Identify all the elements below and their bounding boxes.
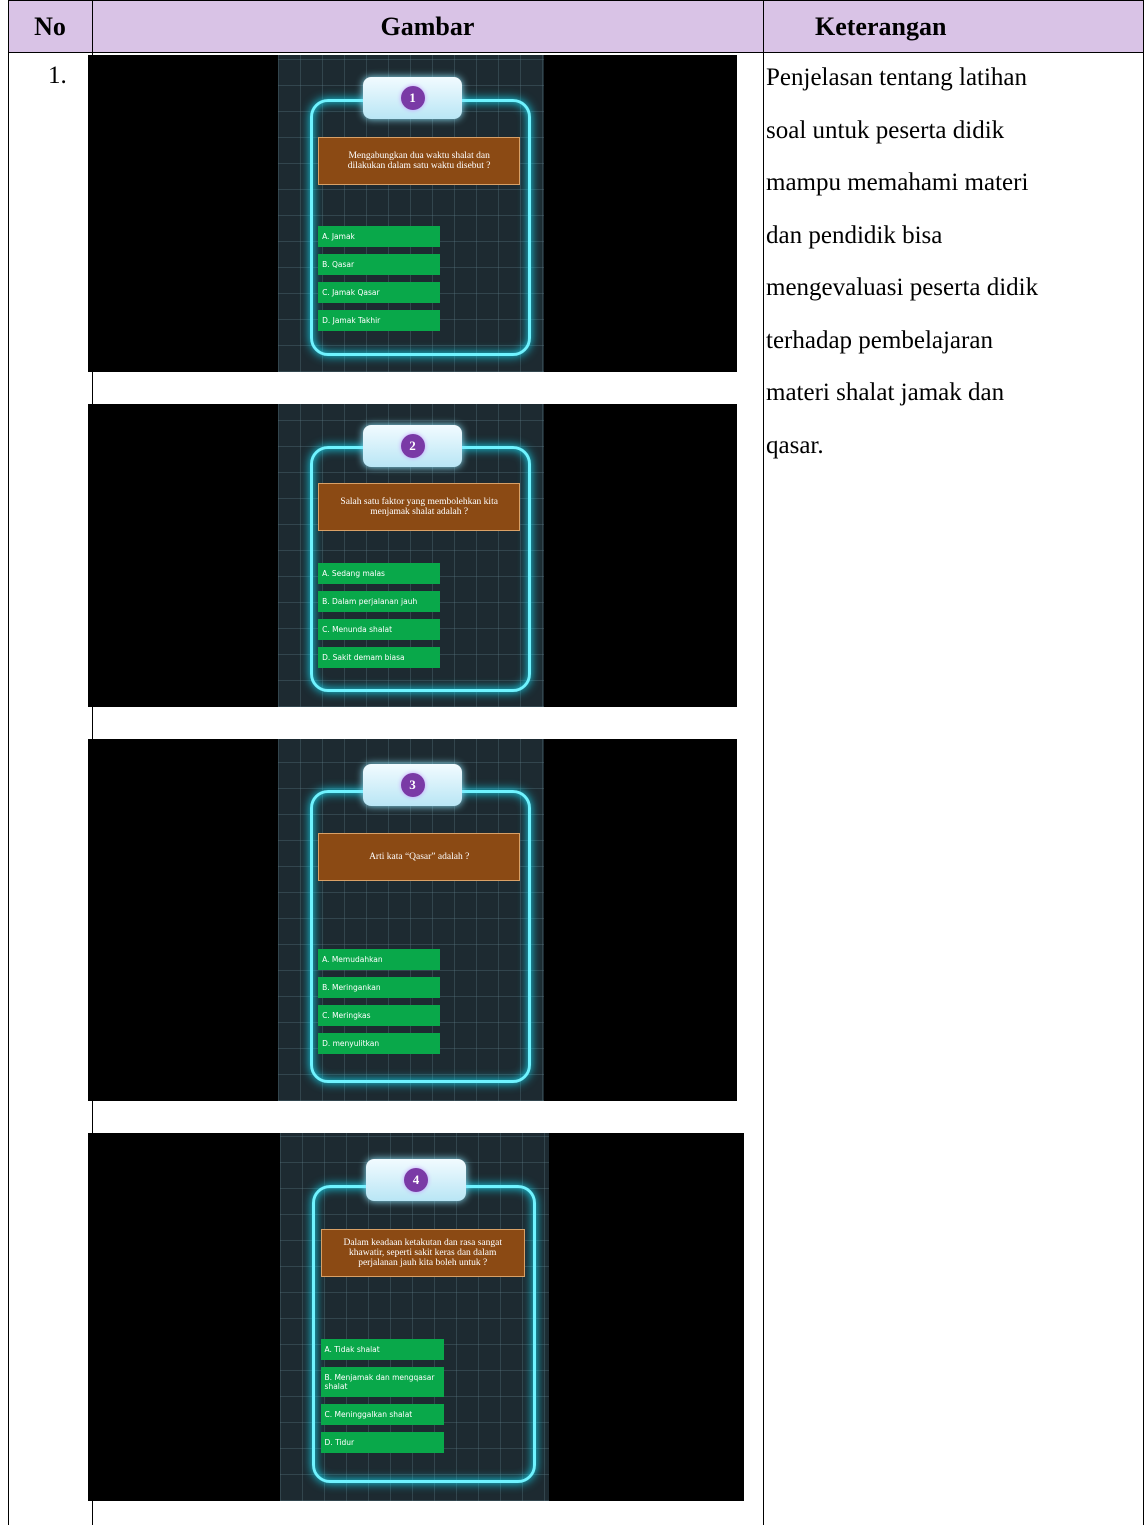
quiz-panel: 2 Salah satu faktor yang membolehkan kita… bbox=[278, 404, 545, 707]
question-number: 1 bbox=[400, 86, 425, 111]
options: A. Tidak shalat B. Menjamak dan mengqasar… bbox=[320, 1339, 445, 1454]
screenshot: 1 Mengabungkan dua waktu shalat dan dilak… bbox=[88, 55, 737, 372]
header-cell: Keterangan bbox=[815, 12, 947, 41]
number-badge: 2 bbox=[363, 425, 462, 468]
options: A. Sedang malas B. Dalam perjalanan jauh C… bbox=[318, 562, 441, 668]
description-line: qasar. bbox=[766, 431, 824, 459]
header-row bbox=[8, 0, 1143, 52]
answer-option[interactable]: C. Jamak Qasar bbox=[318, 281, 441, 303]
row-number: 1. bbox=[48, 62, 67, 89]
header-cell: No bbox=[34, 12, 66, 41]
question-box: Arti kata “Qasar” adalah ? bbox=[318, 833, 521, 882]
quiz-panel: 4 Dalam keadaan ketakutan dan rasa sangat… bbox=[280, 1133, 550, 1501]
border bbox=[8, 0, 1144, 1]
description-line: mengevaluasi peserta didik bbox=[766, 274, 1039, 301]
question-box: Salah satu faktor yang membolehkan kita … bbox=[318, 482, 521, 531]
answer-option[interactable]: D. Sakit demam biasa bbox=[318, 646, 441, 668]
description-line: materi shalat jamak dan bbox=[766, 379, 1005, 406]
border bbox=[1143, 0, 1144, 1525]
screenshot: 4 Dalam keadaan ketakutan dan rasa sangat… bbox=[88, 1133, 744, 1501]
question-number: 2 bbox=[400, 434, 425, 459]
description-line: dan pendidik bisa bbox=[766, 221, 943, 249]
question-box: Dalam keadaan ketakutan dan rasa sangat … bbox=[320, 1228, 525, 1277]
answer-option[interactable]: B. Menjamak dan mengqasar shalat bbox=[320, 1367, 445, 1398]
answer-option[interactable]: A. Memudahkan bbox=[318, 948, 441, 970]
number-badge: 1 bbox=[363, 77, 462, 120]
answer-option[interactable]: A. Sedang malas bbox=[318, 562, 441, 584]
description-line: Penjelasan tentang latihan bbox=[766, 64, 1028, 91]
answer-option[interactable]: C. Meninggalkan shalat bbox=[320, 1404, 445, 1426]
description-line: terhadap pembelajaran bbox=[766, 326, 993, 354]
screenshot: 3 Arti kata “Qasar” adalah ? A. Memudahkan… bbox=[88, 739, 737, 1101]
header-cell: Gambar bbox=[380, 12, 475, 41]
quiz-panel: 1 Mengabungkan dua waktu shalat dan dilak… bbox=[278, 55, 545, 372]
options: A. Jamak B. Qasar C. Jamak Qasar D. Jamak T… bbox=[318, 225, 441, 331]
answer-option[interactable]: D. Jamak Takhir bbox=[318, 309, 441, 331]
answer-option[interactable]: B. Qasar bbox=[318, 253, 441, 275]
answer-option[interactable]: A. Jamak bbox=[318, 225, 441, 247]
number-badge: 3 bbox=[363, 764, 462, 807]
answer-option[interactable]: C. Menunda shalat bbox=[318, 618, 441, 640]
quiz-panel: 3 Arti kata “Qasar” adalah ? A. Memudahkan… bbox=[278, 739, 545, 1101]
answer-option[interactable]: B. Meringankan bbox=[318, 976, 441, 998]
number-badge: 4 bbox=[366, 1158, 466, 1201]
answer-option[interactable]: C. Meringkas bbox=[318, 1004, 441, 1026]
options: A. Memudahkan B. Meringankan C. Meringkas D… bbox=[318, 948, 441, 1054]
border bbox=[763, 0, 764, 1525]
question-box: Mengabungkan dua waktu shalat dan dilaku… bbox=[318, 137, 521, 186]
answer-option[interactable]: A. Tidak shalat bbox=[320, 1339, 445, 1361]
border bbox=[8, 0, 9, 1525]
answer-option[interactable]: B. Dalam perjalanan jauh bbox=[318, 590, 441, 612]
question-number: 3 bbox=[400, 773, 425, 798]
description-line: mampu memahami materi bbox=[766, 169, 1029, 196]
answer-option[interactable]: D. menyulitkan bbox=[318, 1032, 441, 1054]
question-number: 4 bbox=[404, 1167, 429, 1192]
border bbox=[8, 52, 1144, 53]
screenshot: 2 Salah satu faktor yang membolehkan kita… bbox=[88, 404, 737, 707]
description-line: soal untuk peserta didik bbox=[766, 116, 1005, 144]
answer-option[interactable]: D. Tidur bbox=[320, 1432, 445, 1454]
